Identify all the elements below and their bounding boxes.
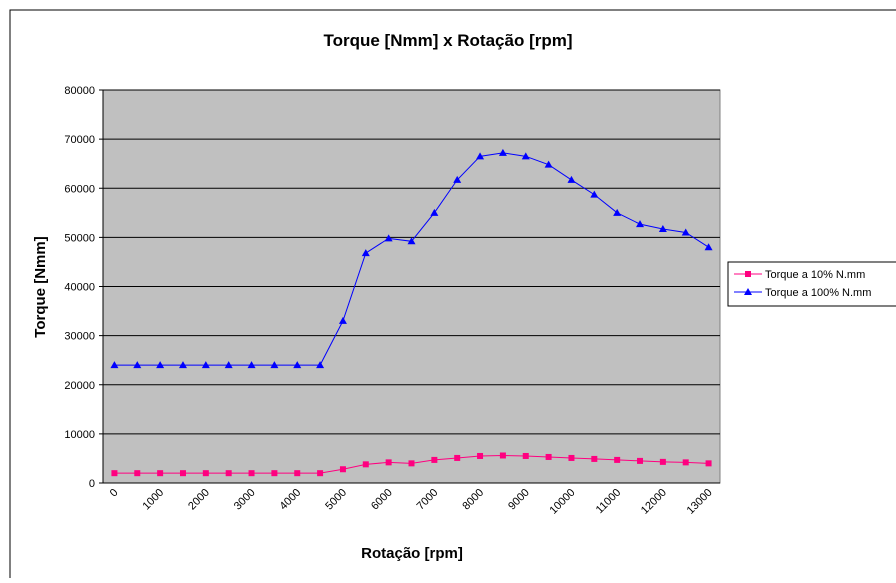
point (704, 243, 713, 251)
point (157, 470, 164, 477)
point (636, 220, 645, 228)
point (498, 148, 507, 156)
point (522, 452, 529, 459)
point (659, 458, 666, 465)
legend (727, 261, 896, 307)
point (316, 361, 325, 369)
point (362, 461, 369, 468)
point (407, 237, 416, 245)
point (613, 208, 622, 216)
y-tick-label: 70000 (64, 134, 95, 146)
point (224, 361, 233, 369)
point (454, 454, 461, 461)
point (133, 361, 142, 369)
point (567, 175, 576, 183)
point (110, 361, 119, 369)
point (431, 456, 438, 463)
y-axis-label: Torque [Nmm] (32, 236, 49, 337)
y-tick-label: 50000 (64, 232, 95, 244)
point (202, 470, 209, 477)
point (339, 466, 346, 473)
point (134, 470, 141, 477)
point (225, 470, 232, 477)
point (591, 455, 598, 462)
point (156, 361, 165, 369)
point (338, 316, 347, 324)
point (499, 452, 506, 459)
y-tick-label: 80000 (64, 85, 95, 97)
point (590, 190, 599, 198)
legend-label: Torque a 10% N.mm (765, 269, 865, 281)
legend-label: Torque a 100% N.mm (765, 287, 871, 299)
point (271, 470, 278, 477)
point (201, 361, 210, 369)
y-tick-label: 60000 (64, 183, 95, 195)
point (293, 361, 302, 369)
point (384, 234, 393, 242)
chart-title: Torque [Nmm] x Rotação [rpm] (323, 31, 572, 50)
point (476, 152, 485, 160)
y-tick-label: 30000 (64, 331, 95, 343)
point (658, 225, 667, 233)
y-tick-label: 10000 (64, 429, 95, 441)
x-axis-label: Rotação [rpm] (361, 545, 463, 562)
point (408, 460, 415, 467)
point (705, 460, 712, 467)
point (681, 228, 690, 236)
point (178, 361, 187, 369)
point (544, 160, 553, 168)
point (179, 470, 186, 477)
point (294, 470, 301, 477)
point (111, 470, 118, 477)
legend-marker (745, 271, 751, 277)
y-tick-label: 20000 (64, 380, 95, 392)
point (568, 454, 575, 461)
y-tick-label: 0 (89, 478, 95, 490)
point (317, 470, 324, 477)
point (453, 175, 462, 183)
point (361, 249, 370, 257)
point (248, 470, 255, 477)
point (430, 208, 439, 216)
point (270, 361, 279, 369)
point (545, 453, 552, 460)
point (637, 457, 644, 464)
point (521, 152, 530, 160)
legend-marker (744, 288, 752, 295)
y-tick-label: 40000 (64, 282, 95, 294)
point (247, 361, 256, 369)
point (682, 459, 689, 466)
point (385, 459, 392, 466)
point (614, 456, 621, 463)
point (477, 452, 484, 459)
